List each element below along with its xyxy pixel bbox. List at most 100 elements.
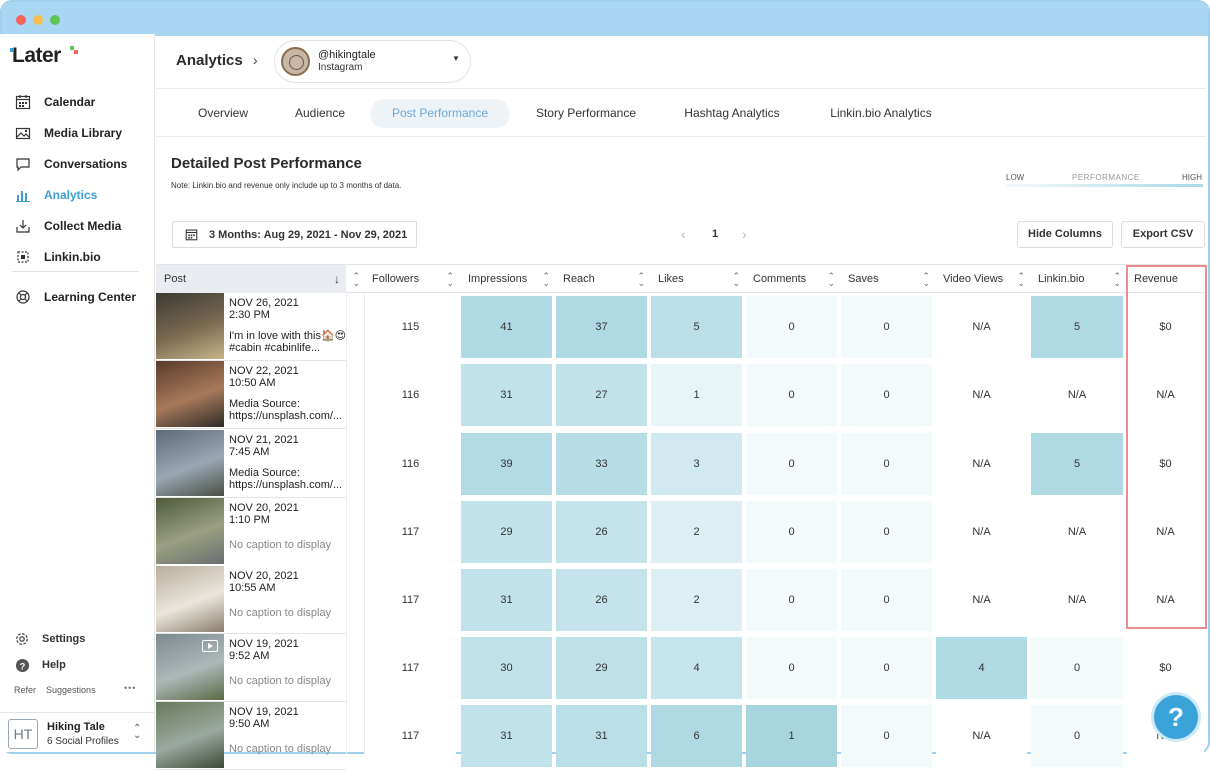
breadcrumb[interactable]: Analytics	[176, 52, 243, 69]
account-selector[interactable]: @hikingtale Instagram ▼	[274, 40, 471, 83]
cell-followers: 117	[365, 501, 456, 563]
post-thumbnail[interactable]	[156, 293, 224, 359]
profile-switcher[interactable]: HT Hiking Tale 6 Social Profiles ⌃ ⌄	[0, 712, 155, 752]
post-date: NOV 22, 2021	[229, 365, 299, 377]
refer-link[interactable]: Refer	[14, 685, 37, 695]
table-row[interactable]: NOV 26, 2021 2:30 PM I'm in love with this…	[156, 293, 1206, 361]
help-chat-button[interactable]: ?	[1151, 692, 1201, 742]
sidebar-item-calendar[interactable]: Calendar	[0, 86, 155, 117]
table-row[interactable]: NOV 19, 2021 9:52 AM No caption to display…	[156, 634, 1206, 702]
chevron-left-icon[interactable]: ‹	[681, 226, 686, 242]
sidebar-item-learning-center[interactable]: Learning Center	[0, 281, 155, 312]
svg-text:?: ?	[19, 661, 25, 671]
column-header-linkin-bio[interactable]: Linkin.bio ⌃ ⌄	[1030, 265, 1125, 293]
row-divider	[156, 497, 346, 498]
later-logo[interactable]: Later	[10, 44, 78, 68]
cell-linkin-bio: N/A	[1031, 569, 1123, 631]
cell-impressions: 41	[461, 296, 552, 358]
account-network: Instagram	[318, 62, 363, 73]
column-header-label: Comments	[753, 273, 807, 285]
cell-linkin-bio: 5	[1031, 433, 1123, 495]
account-avatar	[281, 47, 310, 76]
post-thumbnail[interactable]	[156, 361, 224, 427]
sidebar-item-media-library[interactable]: Media Library	[0, 117, 155, 148]
sidebar-item-label: Help	[42, 659, 66, 671]
table-row[interactable]: NOV 20, 2021 1:10 PM No caption to display…	[156, 498, 1206, 566]
tab-audience[interactable]: Audience	[294, 106, 346, 120]
close-window-button[interactable]	[16, 15, 26, 25]
table-row[interactable]: NOV 20, 2021 10:55 AM No caption to displa…	[156, 566, 1206, 634]
column-header-comments[interactable]: Comments ⌃ ⌄	[745, 265, 839, 293]
sort-icon[interactable]: ⌃ ⌄	[732, 271, 740, 288]
zoom-window-button[interactable]	[50, 15, 60, 25]
minimize-window-button[interactable]	[33, 15, 43, 25]
cell-reach: 27	[556, 364, 647, 426]
row-divider	[156, 428, 346, 429]
cell-comments: 0	[746, 296, 837, 358]
cell-followers: 116	[365, 364, 456, 426]
column-header-video-views[interactable]: Video Views ⌃ ⌄	[935, 265, 1029, 293]
table-row[interactable]: NOV 22, 2021 10:50 AM Media Source: https:…	[156, 361, 1206, 429]
table-row[interactable]: NOV 19, 2021 9:50 AM No caption to display…	[156, 702, 1206, 770]
hide-columns-button[interactable]: Hide Columns	[1017, 221, 1113, 248]
tab-overview[interactable]: Overview	[197, 106, 248, 120]
sidebar-item-analytics[interactable]: Analytics	[0, 179, 155, 210]
caret-down-icon: ▼	[452, 54, 460, 63]
export-csv-button[interactable]: Export CSV	[1121, 221, 1205, 248]
table-row[interactable]: NOV 21, 2021 7:45 AM Media Source: https:/…	[156, 430, 1206, 498]
sort-icon[interactable]: ⌃ ⌄	[1113, 271, 1121, 288]
sort-icon[interactable]: ⌃ ⌄	[446, 271, 454, 288]
sort-icon[interactable]: ⌃ ⌄	[827, 271, 835, 288]
sidebar-item-conversations[interactable]: Conversations	[0, 148, 155, 179]
column-header-likes[interactable]: Likes ⌃ ⌄	[650, 265, 744, 293]
calendar-icon	[14, 93, 32, 111]
post-datetime: NOV 20, 2021 10:55 AM	[229, 570, 299, 594]
cell-likes: 2	[651, 501, 742, 563]
column-header-post[interactable]: Post ↓	[156, 265, 346, 293]
post-thumbnail[interactable]	[156, 430, 224, 496]
cell-saves: 0	[841, 501, 932, 563]
sidebar-item-help[interactable]: ? Help	[0, 652, 155, 678]
sidebar-item-linkin-bio[interactable]: Linkin.bio	[0, 241, 155, 272]
cell-impressions: 31	[461, 569, 552, 631]
cell-saves: 0	[841, 569, 932, 631]
sidebar-item-label: Media Library	[44, 125, 123, 140]
column-header-followers[interactable]: Followers ⌃ ⌄	[364, 265, 458, 293]
gear-icon	[14, 631, 30, 647]
cell-saves: 0	[841, 364, 932, 426]
post-thumbnail[interactable]	[156, 498, 224, 564]
cell-likes: 5	[651, 296, 742, 358]
column-header-impressions[interactable]: Impressions ⌃ ⌄	[460, 265, 554, 293]
cell-reach: 29	[556, 637, 647, 699]
tab-post-performance[interactable]: Post Performance	[370, 99, 510, 128]
date-range-picker[interactable]: 3 Months: Aug 29, 2021 - Nov 29, 2021	[172, 221, 417, 248]
post-datetime: NOV 19, 2021 9:52 AM	[229, 638, 299, 662]
column-header-revenue[interactable]: Revenue	[1126, 265, 1206, 293]
post-thumbnail[interactable]	[156, 566, 224, 632]
column-header-reach[interactable]: Reach ⌃ ⌄	[555, 265, 649, 293]
post-thumbnail[interactable]	[156, 702, 224, 768]
sort-arrow-down-icon[interactable]: ↓	[334, 272, 340, 286]
cell-video-views: N/A	[936, 501, 1027, 563]
post-caption: No caption to display	[229, 675, 332, 687]
sort-icon[interactable]: ⌃ ⌄	[922, 271, 930, 288]
post-time: 10:50 AM	[229, 377, 276, 389]
post-sort-toggle[interactable]: ⌃ ⌄	[346, 265, 364, 293]
cell-followers: 115	[365, 296, 456, 358]
tab-linkin-bio-analytics[interactable]: Linkin.bio Analytics	[830, 106, 932, 120]
tab-hashtag-analytics[interactable]: Hashtag Analytics	[684, 106, 780, 120]
sort-icon[interactable]: ⌃ ⌄	[542, 271, 550, 288]
cell-linkin-bio: 0	[1031, 637, 1123, 699]
performance-gradient	[1006, 184, 1203, 187]
chevron-updown-icon: ⌃ ⌄	[133, 723, 142, 741]
post-time: 9:50 AM	[229, 718, 270, 730]
suggestions-link[interactable]: Suggestions	[46, 685, 96, 695]
chevron-right-icon[interactable]: ›	[742, 226, 747, 242]
sort-icon[interactable]: ⌃ ⌄	[1017, 271, 1025, 288]
sidebar-item-settings[interactable]: Settings	[0, 626, 155, 652]
sidebar-item-collect-media[interactable]: Collect Media	[0, 210, 155, 241]
column-header-saves[interactable]: Saves ⌃ ⌄	[840, 265, 934, 293]
more-icon[interactable]: •••	[124, 683, 137, 693]
sort-icon[interactable]: ⌃ ⌄	[637, 271, 645, 288]
tab-story-performance[interactable]: Story Performance	[535, 106, 637, 120]
